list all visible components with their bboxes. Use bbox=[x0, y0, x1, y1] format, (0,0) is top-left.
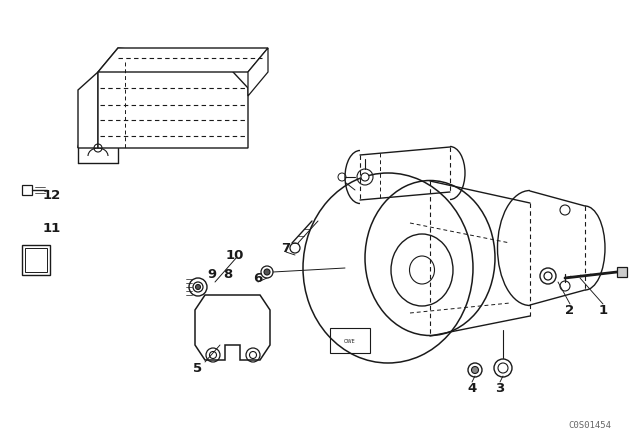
Text: 1: 1 bbox=[598, 303, 607, 316]
Text: C0S01454: C0S01454 bbox=[568, 421, 611, 430]
Text: 6: 6 bbox=[253, 271, 262, 284]
Text: 7: 7 bbox=[282, 241, 291, 254]
Circle shape bbox=[472, 366, 479, 374]
Circle shape bbox=[264, 269, 270, 275]
Polygon shape bbox=[98, 48, 268, 72]
Text: 2: 2 bbox=[565, 303, 575, 316]
Text: 3: 3 bbox=[495, 382, 504, 395]
Polygon shape bbox=[78, 72, 98, 148]
Text: OWE: OWE bbox=[344, 339, 356, 344]
Text: 4: 4 bbox=[467, 382, 477, 395]
Text: 11: 11 bbox=[43, 221, 61, 234]
Text: 12: 12 bbox=[43, 189, 61, 202]
Polygon shape bbox=[22, 245, 50, 275]
Polygon shape bbox=[98, 48, 248, 148]
Polygon shape bbox=[22, 185, 32, 195]
Text: 8: 8 bbox=[223, 267, 232, 280]
Polygon shape bbox=[195, 295, 270, 360]
Circle shape bbox=[361, 173, 369, 181]
Polygon shape bbox=[617, 267, 627, 277]
Circle shape bbox=[195, 284, 200, 289]
Text: 10: 10 bbox=[226, 249, 244, 262]
Text: 5: 5 bbox=[193, 362, 203, 375]
Text: 9: 9 bbox=[207, 267, 216, 280]
Polygon shape bbox=[248, 48, 268, 96]
